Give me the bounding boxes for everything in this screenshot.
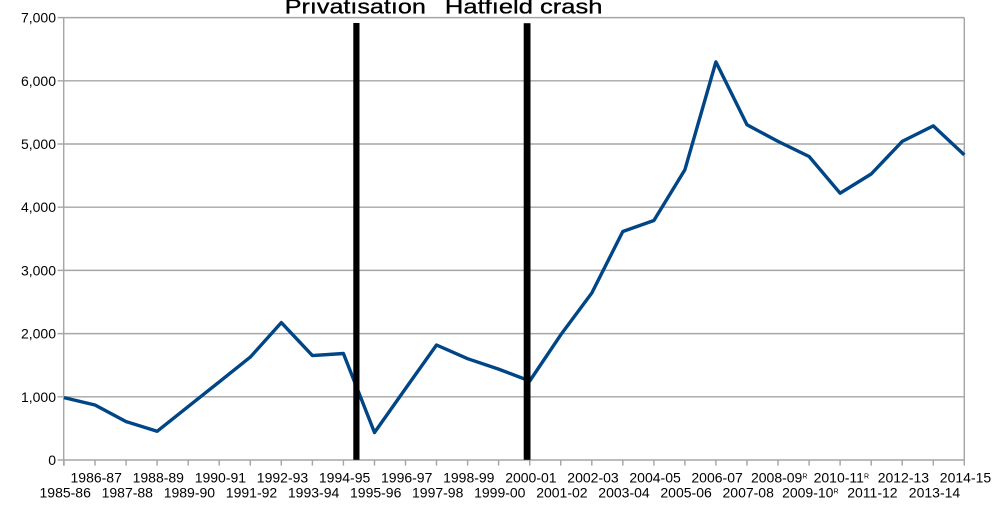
svg-text:1989-90: 1989-90 bbox=[164, 484, 216, 500]
svg-text:1987-88: 1987-88 bbox=[102, 484, 154, 500]
svg-text:1995-96: 1995-96 bbox=[350, 484, 402, 500]
svg-text:1996-97: 1996-97 bbox=[381, 469, 433, 485]
svg-text:1988-89: 1988-89 bbox=[133, 469, 185, 485]
svg-text:7,000: 7,000 bbox=[21, 10, 56, 26]
svg-text:Hatfıeld crash: Hatfıeld crash bbox=[445, 0, 603, 19]
svg-text:1999-00: 1999-00 bbox=[474, 484, 526, 500]
svg-text:4,000: 4,000 bbox=[21, 199, 56, 215]
svg-text:2006-07: 2006-07 bbox=[691, 469, 743, 485]
svg-text:2011-12: 2011-12 bbox=[847, 484, 898, 500]
svg-text:2008-09R: 2008-09R bbox=[751, 469, 807, 485]
svg-text:2013-14: 2013-14 bbox=[909, 484, 961, 500]
svg-text:Prıvatısatıon: Prıvatısatıon bbox=[285, 0, 426, 19]
svg-text:6,000: 6,000 bbox=[21, 73, 56, 89]
svg-text:2002-03: 2002-03 bbox=[567, 469, 619, 485]
svg-text:1998-99: 1998-99 bbox=[443, 469, 495, 485]
svg-text:1990-91: 1990-91 bbox=[195, 469, 247, 485]
svg-text:1,000: 1,000 bbox=[21, 389, 56, 405]
svg-text:2012-13: 2012-13 bbox=[878, 469, 930, 485]
svg-text:1997-98: 1997-98 bbox=[412, 484, 464, 500]
svg-text:2014-15: 2014-15 bbox=[940, 469, 992, 485]
svg-text:2007-08: 2007-08 bbox=[723, 484, 775, 500]
svg-text:1992-93: 1992-93 bbox=[257, 469, 309, 485]
svg-text:2010-11R: 2010-11R bbox=[814, 469, 869, 485]
svg-text:2005-06: 2005-06 bbox=[660, 484, 712, 500]
svg-text:1985-86: 1985-86 bbox=[40, 484, 92, 500]
svg-text:1994-95: 1994-95 bbox=[319, 469, 371, 485]
svg-text:2009-10R: 2009-10R bbox=[782, 484, 838, 500]
svg-text:2000-01: 2000-01 bbox=[505, 469, 557, 485]
svg-text:1986-87: 1986-87 bbox=[71, 469, 123, 485]
svg-text:2003-04: 2003-04 bbox=[598, 484, 650, 500]
svg-text:5,000: 5,000 bbox=[21, 136, 56, 152]
svg-text:0: 0 bbox=[48, 452, 56, 468]
svg-text:2001-02: 2001-02 bbox=[536, 484, 588, 500]
svg-text:2004-05: 2004-05 bbox=[629, 469, 681, 485]
svg-text:3,000: 3,000 bbox=[21, 262, 56, 278]
svg-text:1993-94: 1993-94 bbox=[288, 484, 340, 500]
svg-text:2,000: 2,000 bbox=[21, 326, 56, 342]
svg-text:1991-92: 1991-92 bbox=[226, 484, 278, 500]
